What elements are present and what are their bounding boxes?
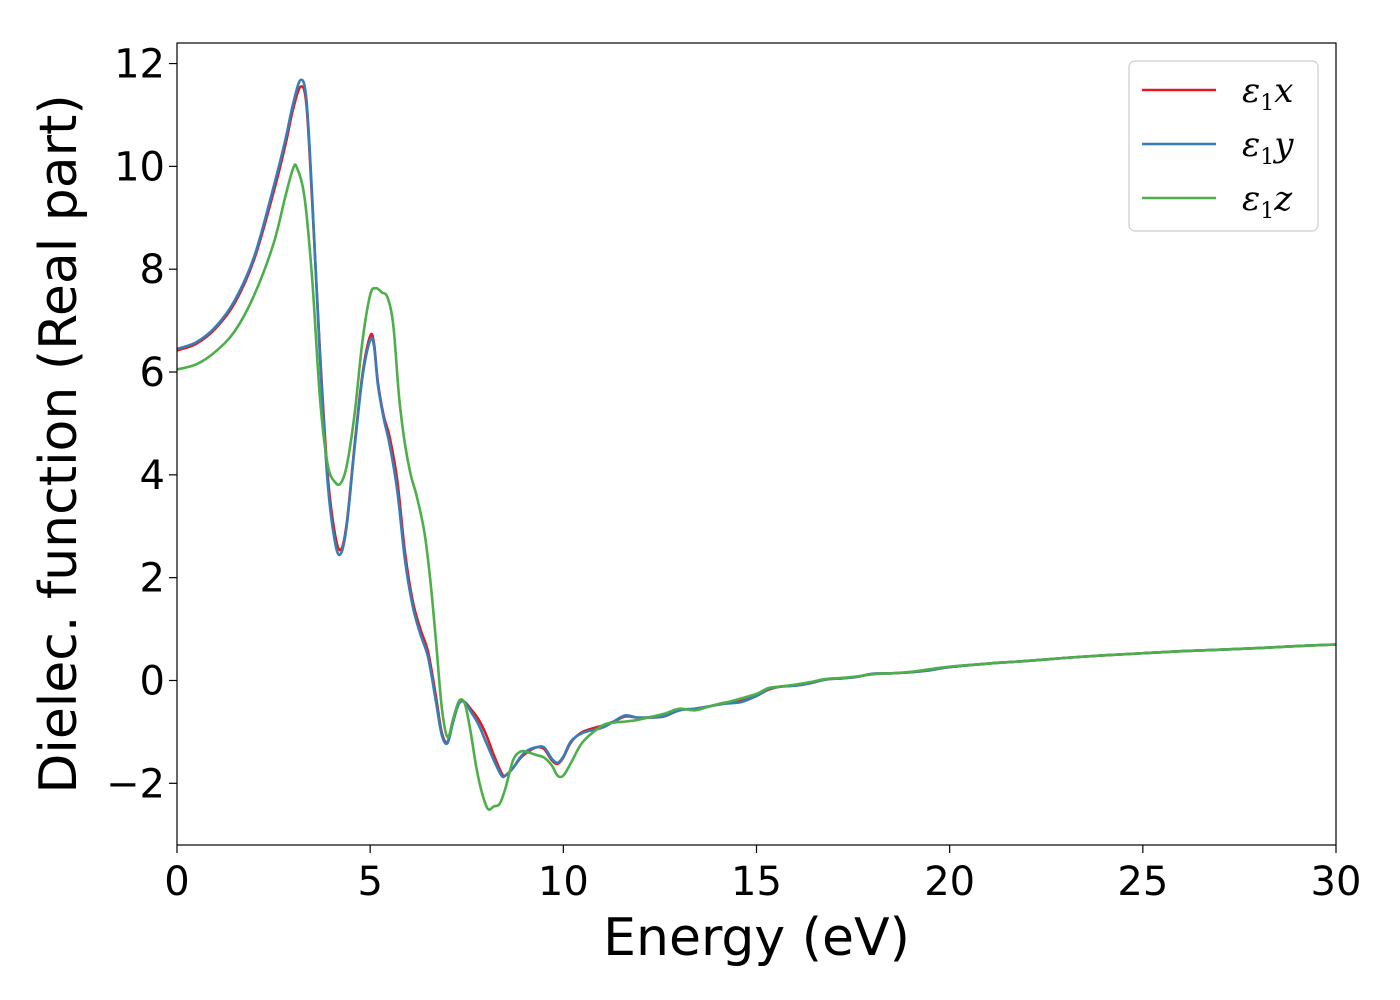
x-tick-label: 20: [924, 859, 975, 905]
x-tick-label: 0: [164, 859, 189, 905]
x-axis: 0 5 10 15 20 25 30: [164, 845, 1361, 905]
y-tick-label: 0: [140, 658, 165, 704]
y-tick-label: 8: [140, 247, 165, 293]
legend-label-x: ε1x: [1242, 71, 1293, 116]
legend-box: [1128, 60, 1319, 232]
y-tick-label: 12: [114, 42, 165, 88]
x-tick-label: 25: [1117, 859, 1168, 905]
series-line-z: [176, 163, 1337, 811]
x-tick-label: 30: [1311, 859, 1362, 905]
x-tick-label: 5: [357, 859, 382, 905]
y-axis: −2 0 2 4 6 8 10 12: [106, 42, 177, 807]
x-axis-title: Energy (eV): [603, 908, 910, 968]
y-tick-label: 4: [140, 453, 165, 499]
y-tick-label: 10: [114, 144, 165, 190]
series-layer: [176, 78, 1337, 811]
legend: ε1x ε1y ε1z: [1128, 60, 1319, 232]
legend-label-z: ε1z: [1242, 179, 1293, 224]
x-tick-label: 10: [538, 859, 589, 905]
y-tick-label: −2: [106, 761, 165, 807]
legend-label-y: ε1y: [1242, 125, 1294, 170]
y-tick-label: 6: [140, 350, 165, 396]
y-axis-title: Dielec. function (Real part): [29, 94, 89, 793]
x-tick-label: 15: [731, 859, 782, 905]
y-tick-label: 2: [140, 556, 165, 602]
